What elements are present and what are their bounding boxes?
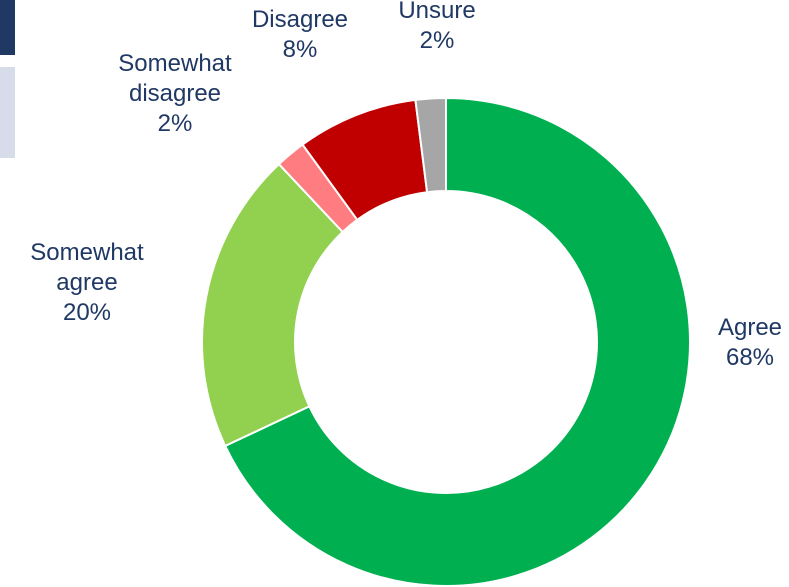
slice-value-label: 2% <box>158 110 193 137</box>
slice-value-label: 20% <box>63 299 111 326</box>
slice-category-label: Agree <box>718 314 782 341</box>
donut-slices <box>201 96 691 587</box>
slice-labels: Agree 68% Somewhat agree 20% Somewhat disagree… <box>30 0 782 371</box>
slice-unsure <box>414 96 447 194</box>
slice-value-label: 2% <box>420 27 455 54</box>
edge-block-light <box>0 67 15 158</box>
slice-agree <box>223 96 691 587</box>
slice-label-somewhat-agree: Somewhat agree 20% <box>30 239 144 326</box>
slice-label-disagree: Disagree 8% <box>252 6 348 63</box>
edge-block-dark <box>0 0 15 55</box>
slice-category-label: Somewhat <box>30 239 144 266</box>
slice-category-label: disagree <box>129 80 221 107</box>
slice-category-label: Disagree <box>252 6 348 33</box>
slice-label-unsure: Unsure 2% <box>398 0 475 54</box>
slice-category-label: agree <box>56 269 117 296</box>
slice-value-label: 8% <box>283 36 318 63</box>
slice-category-label: Unsure <box>398 0 475 24</box>
slice-somewhat-agree <box>201 162 345 448</box>
slice-category-label: Somewhat <box>118 50 232 77</box>
slice-label-agree: Agree 68% <box>718 314 782 371</box>
slice-value-label: 68% <box>726 344 774 371</box>
slice-label-somewhat-disagree: Somewhat disagree 2% <box>118 50 232 137</box>
